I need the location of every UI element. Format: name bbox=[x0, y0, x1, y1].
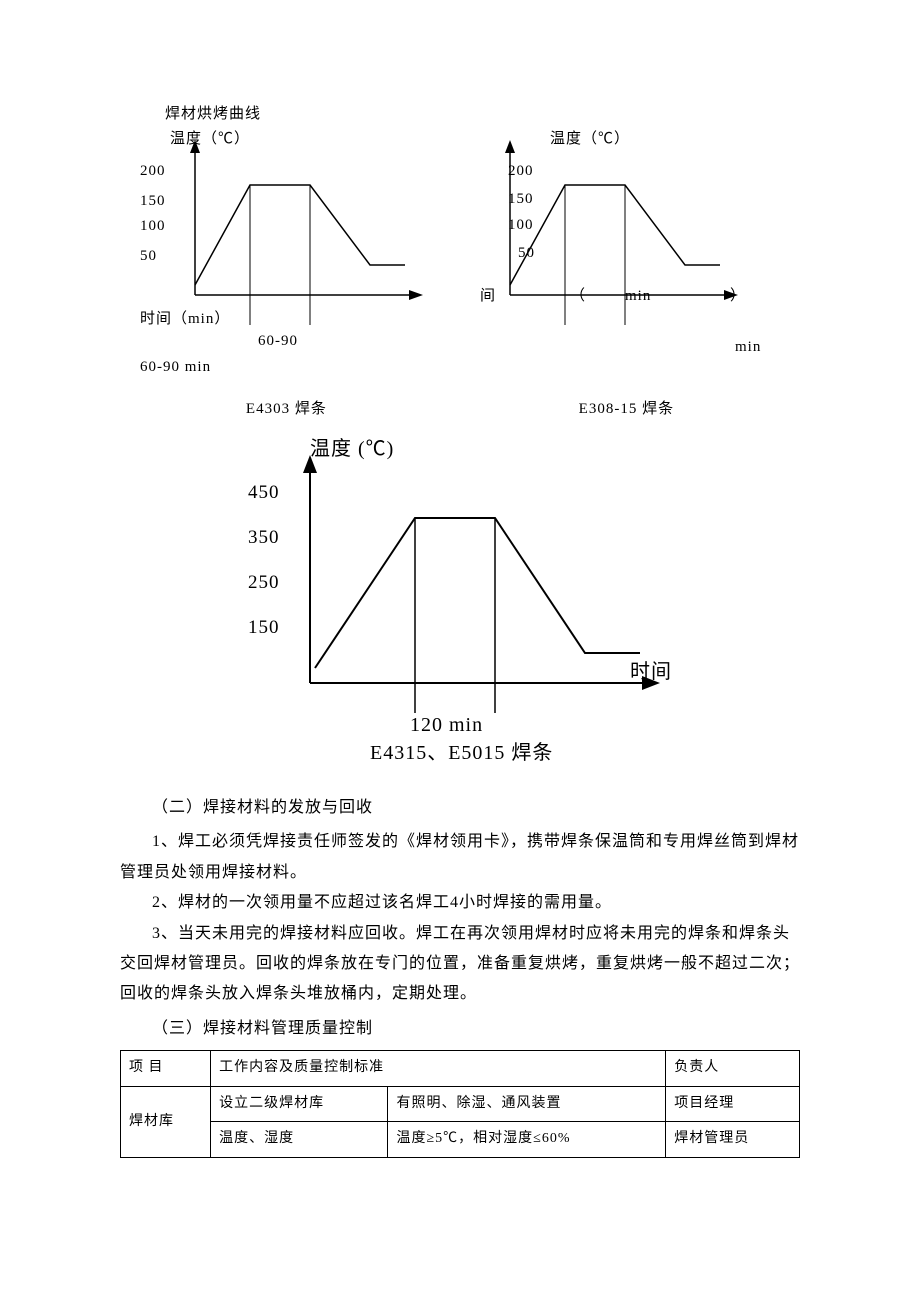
chart2-caption: E308-15 焊条 bbox=[579, 395, 674, 424]
th-item: 项 目 bbox=[121, 1051, 211, 1087]
th-content: 工作内容及质量控制标准 bbox=[211, 1051, 666, 1087]
chart1-ytick-100: 100 bbox=[140, 218, 166, 234]
chart3-ytick-150: 150 bbox=[248, 617, 280, 638]
chart2-svg: 温度（℃） 200 150 100 50 时 间 （ min ） min bbox=[450, 125, 800, 375]
chart3-caption: E4315、E5015 焊条 bbox=[370, 741, 553, 764]
th-owner: 负责人 bbox=[666, 1051, 800, 1087]
chart1-svg: 温度（℃） 200 150 100 50 时间（min） bbox=[120, 125, 430, 375]
chart2-ytick-100: 100 bbox=[508, 217, 534, 233]
cell-r1-c2a: 设立二级焊材库 bbox=[211, 1086, 388, 1122]
chart2-xlabel-p4: min bbox=[625, 288, 651, 304]
cell-store: 焊材库 bbox=[121, 1086, 211, 1157]
chart1-hold: 60-90 bbox=[258, 333, 298, 349]
chart3-svg: 温度 (℃) 450 350 250 150 时间 120 min E4315、… bbox=[220, 433, 700, 773]
qc-table: 项 目 工作内容及质量控制标准 负责人 焊材库 设立二级焊材库 有照明、除湿、通… bbox=[120, 1050, 800, 1158]
para2: 2、焊材的一次领用量不应超过该名焊工4小时焊接的需用量。 bbox=[120, 888, 800, 918]
chart2-ytick-200: 200 bbox=[508, 163, 534, 179]
chart1-curve bbox=[195, 185, 405, 285]
cell-r2-c2a: 温度、湿度 bbox=[211, 1122, 388, 1158]
cell-r1-c3: 项目经理 bbox=[666, 1086, 800, 1122]
figure-header-text: 焊材烘烤曲线 bbox=[165, 106, 261, 122]
cell-r1-c2b: 有照明、除湿、通风装置 bbox=[388, 1086, 666, 1122]
chart1-caption: E4303 焊条 bbox=[246, 395, 327, 424]
para3: 3、当天未用完的焊接材料应回收。焊工在再次领用焊材时应将未用完的焊条和焊条头交回… bbox=[120, 919, 800, 1010]
chart3-xlabel: 时间 bbox=[630, 660, 672, 683]
chart1-ytick-150: 150 bbox=[140, 193, 166, 209]
chart2-ytick-150: 150 bbox=[508, 191, 534, 207]
chart2-min: min bbox=[735, 339, 761, 355]
chart3-ylabel: 温度 (℃) bbox=[310, 437, 394, 460]
cell-r2-c3: 焊材管理员 bbox=[666, 1122, 800, 1158]
chart-e4315-wrap: 温度 (℃) 450 350 250 150 时间 120 min E4315、… bbox=[120, 433, 800, 773]
chart1-ylabel: 温度（℃） bbox=[170, 130, 250, 147]
chart3-ytick-450: 450 bbox=[248, 482, 280, 503]
chart-e308: 温度（℃） 200 150 100 50 时 间 （ min ） min bbox=[450, 125, 800, 375]
chart1-ytick-50: 50 bbox=[140, 248, 157, 264]
chart2-ylabel: 温度（℃） bbox=[550, 130, 630, 147]
chart1-hold2: 60-90 min bbox=[140, 359, 211, 375]
chart-e4303: 温度（℃） 200 150 100 50 时间（min） bbox=[120, 125, 430, 375]
section3-title: （三）焊接材料管理质量控制 bbox=[120, 1014, 800, 1044]
charts-row: 温度（℃） 200 150 100 50 时间（min） bbox=[120, 125, 800, 375]
section2-title: （二）焊接材料的发放与回收 bbox=[120, 793, 800, 823]
chart2-xlabel-p2: 间 bbox=[480, 287, 496, 304]
cell-r2-c2b: 温度≥5℃，相对湿度≤60% bbox=[388, 1122, 666, 1158]
chart3-ytick-350: 350 bbox=[248, 527, 280, 548]
table-header-row: 项 目 工作内容及质量控制标准 负责人 bbox=[121, 1051, 800, 1087]
chart3-curve bbox=[315, 518, 640, 668]
small-chart-captions: E4303 焊条 E308-15 焊条 bbox=[120, 395, 800, 424]
chart1-xlabel: 时间（min） bbox=[140, 310, 230, 327]
para1: 1、焊工必须凭焊接责任师签发的《焊材领用卡》，携带焊条保温筒和专用焊丝筒到焊材管… bbox=[120, 827, 800, 888]
chart2-curve bbox=[510, 185, 720, 285]
chart3-ytick-250: 250 bbox=[248, 572, 280, 593]
table-row: 温度、湿度 温度≥5℃，相对湿度≤60% 焊材管理员 bbox=[121, 1122, 800, 1158]
chart3-hold: 120 min bbox=[410, 714, 483, 736]
chart2-ytick-50: 50 bbox=[518, 245, 535, 261]
table-row: 焊材库 设立二级焊材库 有照明、除湿、通风装置 项目经理 bbox=[121, 1086, 800, 1122]
chart1-ytick-200: 200 bbox=[140, 163, 166, 179]
